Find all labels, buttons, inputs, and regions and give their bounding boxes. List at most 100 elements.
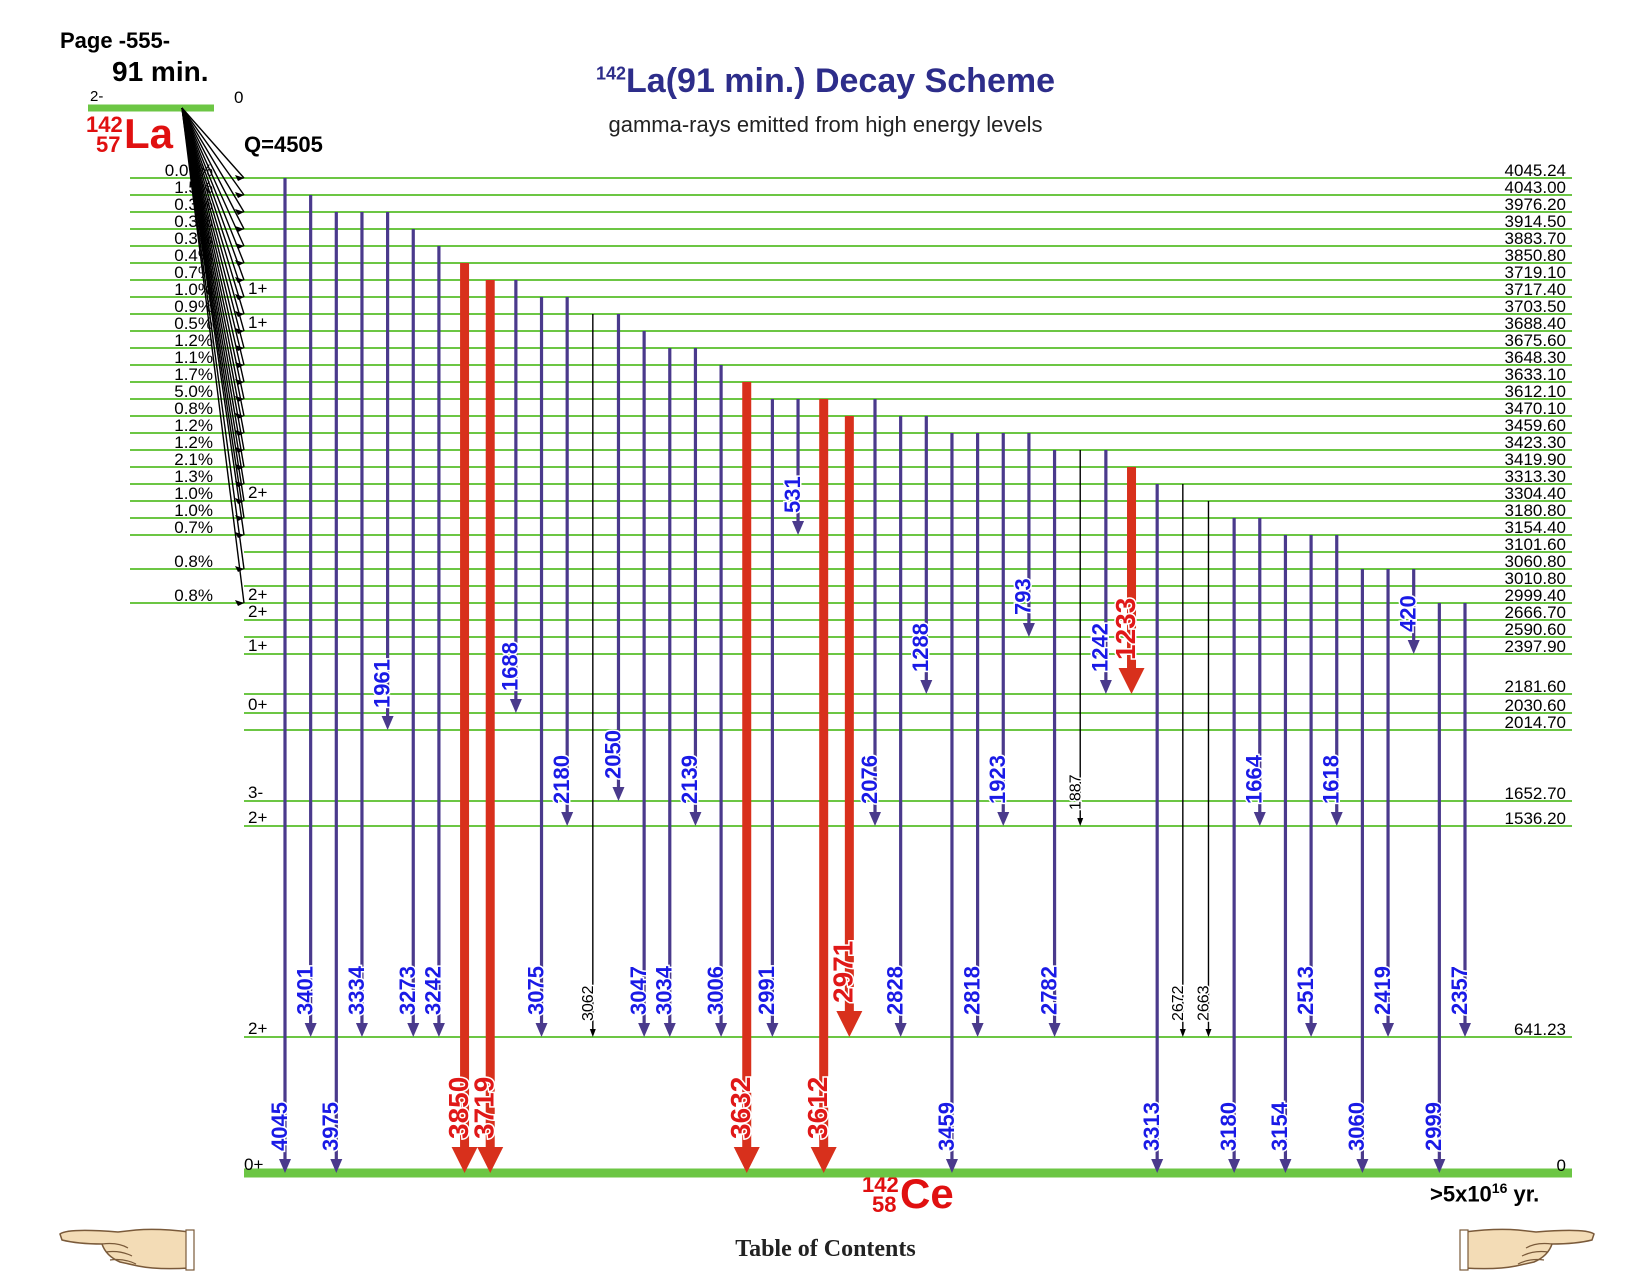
gamma-arrowhead	[715, 1023, 728, 1037]
level-energy-label: 2014.70	[1505, 713, 1566, 732]
level-energy-label: 3719.10	[1505, 263, 1566, 282]
gamma-arrowhead	[1407, 640, 1420, 654]
gamma-arrowhead	[1279, 1159, 1292, 1173]
level-energy-label: 1652.70	[1505, 784, 1566, 803]
gamma-arrowhead	[1151, 1159, 1164, 1173]
beta-feed-line	[181, 107, 245, 298]
gamma-energy-label: 3459	[934, 1102, 959, 1151]
level-energy-label: 3419.90	[1505, 450, 1566, 469]
gamma-energy-label: 3062	[580, 985, 597, 1021]
stability-unit: yr.	[1507, 1181, 1540, 1207]
parent-symbol: La	[124, 110, 174, 157]
gamma-arrowhead	[920, 680, 933, 694]
gamma-arrowhead	[663, 1023, 676, 1037]
level-spin-label: 0+	[244, 1155, 263, 1174]
level-energy-label: 4043.00	[1505, 178, 1566, 197]
gamma-energy-label: 3850	[443, 1077, 474, 1139]
gamma-energy-label: 3612	[802, 1077, 833, 1139]
level-energy-label: 3101.60	[1505, 535, 1566, 554]
level-spin-label: 2+	[248, 1019, 267, 1038]
level-energy-label: 2181.60	[1505, 677, 1566, 696]
gamma-arrowhead	[945, 1159, 958, 1173]
gamma-arrowhead	[589, 1029, 596, 1037]
gamma-energy-label: 2180	[549, 755, 574, 804]
pointing-hand-right-icon[interactable]	[1456, 1222, 1596, 1272]
gamma-energy-label: 2782	[1036, 966, 1061, 1015]
page-number: Page -555-	[60, 28, 171, 53]
level-energy-label: 3180.80	[1505, 501, 1566, 520]
gamma-arrowhead	[810, 1147, 837, 1173]
gamma-energy-label: 1887	[1067, 774, 1084, 810]
gamma-arrowhead	[535, 1023, 548, 1037]
level-energy-label: 3154.40	[1505, 518, 1566, 537]
table-of-contents-link[interactable]: Table of Contents	[735, 1236, 916, 1262]
level-energy-label: 2397.90	[1505, 637, 1566, 656]
level-energy-label: 3850.80	[1505, 246, 1566, 265]
gamma-energy-label: 2050	[600, 730, 625, 779]
beta-branch-label: 2.1%	[174, 450, 213, 469]
level-energy-label: 1536.20	[1505, 809, 1566, 828]
q-value: Q=4505	[244, 132, 323, 157]
gamma-arrowhead	[612, 787, 625, 801]
level-spin-label: 0+	[248, 695, 267, 714]
beta-feed-line	[181, 107, 245, 179]
beta-branch-label: 1.0%	[174, 501, 213, 520]
gamma-energy-label: 531	[780, 476, 805, 513]
gamma-arrowhead	[407, 1023, 420, 1037]
level-spin-label: 2+	[248, 602, 267, 621]
gamma-energy-label: 420	[1396, 595, 1421, 632]
level-energy-label: 3688.40	[1505, 314, 1566, 333]
level-energy-label: 3675.60	[1505, 331, 1566, 350]
beta-feed-line	[181, 107, 245, 196]
beta-branch-label: 0.8%	[174, 552, 213, 571]
beta-branch-label: 1.7%	[174, 365, 213, 384]
gamma-arrowhead	[1305, 1023, 1318, 1037]
gamma-arrowhead	[733, 1147, 760, 1173]
gamma-arrowhead	[997, 812, 1010, 826]
beta-branch-label: 0.8%	[174, 399, 213, 418]
gamma-energy-label: 1961	[369, 659, 394, 708]
gamma-arrowhead	[1382, 1023, 1395, 1037]
parent-mass-number: 142	[86, 112, 123, 137]
gamma-energy-label: 3975	[318, 1102, 343, 1151]
level-spin-label: 1+	[248, 636, 267, 655]
gamma-arrowhead	[1099, 680, 1112, 694]
level-energy-label: 641.23	[1514, 1020, 1566, 1039]
gamma-energy-label: 3060	[1344, 1102, 1369, 1151]
level-energy-label: 2999.40	[1505, 586, 1566, 605]
beta-feed-line	[181, 107, 245, 315]
parent-atomic-number: 57	[96, 132, 121, 157]
level-energy-label: 3313.30	[1505, 467, 1566, 486]
level-energy-label: 3914.50	[1505, 212, 1566, 231]
gamma-energy-label: 2513	[1293, 966, 1318, 1015]
beta-branch-label: 1.2%	[174, 433, 213, 452]
gamma-energy-label: 3242	[421, 966, 446, 1015]
gamma-arrowhead	[638, 1023, 651, 1037]
gamma-energy-label: 1618	[1319, 755, 1344, 804]
level-spin-label: 2+	[248, 808, 267, 827]
beta-branch-label: 1.0%	[174, 280, 213, 299]
gamma-arrowhead	[836, 1011, 863, 1037]
gamma-energy-label: 2076	[857, 755, 882, 804]
pointing-hand-left-icon[interactable]	[58, 1222, 198, 1272]
gamma-energy-label: 3034	[652, 965, 677, 1015]
beta-branch-label: 1.2%	[174, 331, 213, 350]
level-energy-label: 3633.10	[1505, 365, 1566, 384]
beta-feed-line	[181, 107, 245, 604]
beta-branch-label: 0.9%	[174, 297, 213, 316]
level-spin-label: 2+	[248, 585, 267, 604]
gamma-arrowhead	[477, 1147, 504, 1173]
gamma-arrowhead	[381, 716, 394, 730]
gamma-energy-label: 2971	[828, 941, 859, 1003]
beta-feed-line	[181, 107, 245, 536]
gamma-energy-label: 4045	[267, 1102, 292, 1151]
level-energy-label: 4045.24	[1505, 161, 1566, 180]
level-spin-label: 2+	[248, 483, 267, 502]
gamma-arrowhead	[1433, 1159, 1446, 1173]
gamma-arrowhead	[1356, 1159, 1369, 1173]
beta-feed-line	[181, 107, 245, 230]
level-energy-label: 3470.10	[1505, 399, 1566, 418]
daughter-symbol: Ce	[900, 1170, 954, 1217]
gamma-arrowhead	[1077, 818, 1084, 826]
